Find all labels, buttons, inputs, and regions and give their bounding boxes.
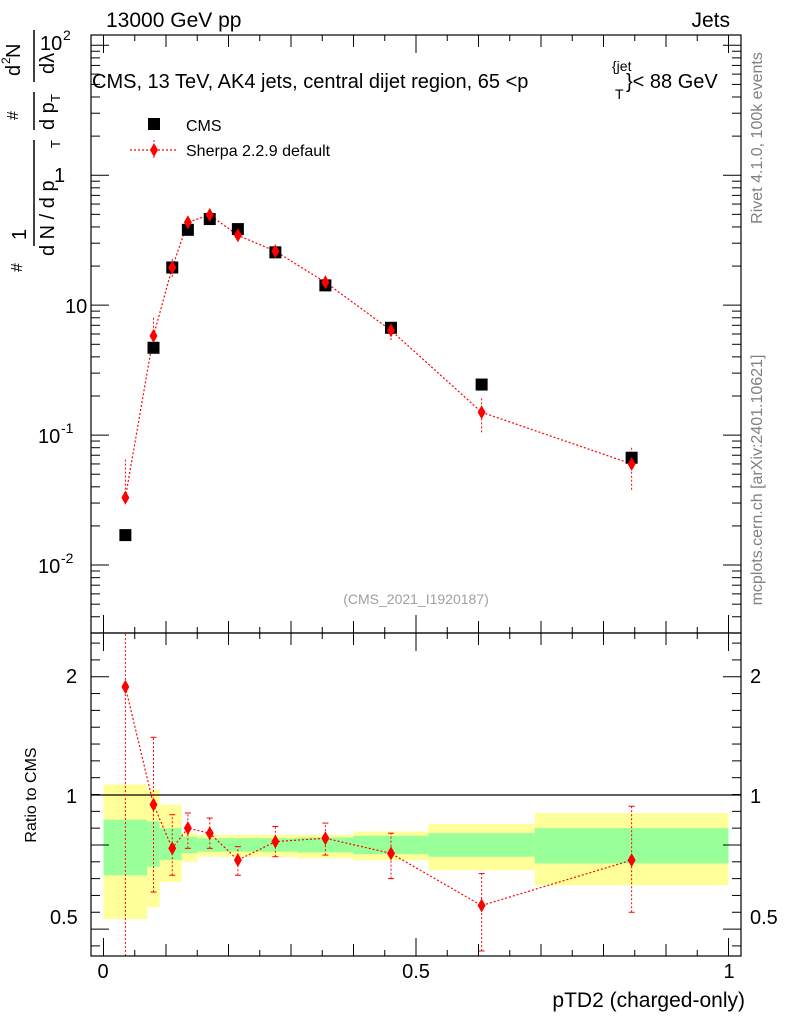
sherpa-point — [271, 244, 280, 259]
sherpa-point — [387, 323, 395, 338]
sherpa-point — [168, 260, 177, 275]
ylabel-dN: d N / d p — [37, 180, 59, 256]
title-sup: {jet — [612, 58, 632, 74]
legend: CMS Sherpa 2.2.9 default — [130, 118, 331, 160]
ratio-sherpa-point — [271, 834, 280, 849]
main-title: CMS, 13 TeV, AK4 jets, central dijet reg… — [92, 58, 718, 102]
ratio-sherpa-point — [121, 679, 130, 694]
ratio-sherpa-point — [168, 841, 177, 856]
rivet-label: Rivet 4.1.0, 100k events — [749, 52, 766, 224]
title-sub: T — [615, 86, 624, 102]
cms-point — [147, 341, 160, 354]
ratio-sherpa-point — [627, 853, 636, 868]
legend-cms-marker — [148, 118, 160, 130]
ytick-exp-0p1: -1 — [61, 420, 74, 436]
ylabel-one: 1 — [9, 229, 31, 240]
ratio-sherpa-point — [149, 797, 158, 812]
ratio-ytick-labels: 0.5 1 2 0.5 1 2 — [50, 666, 778, 929]
ylabel-d2N-d: d — [3, 65, 25, 76]
ylabel-N: N — [3, 44, 25, 58]
ratio-sherpa-point — [387, 846, 395, 861]
cms-point — [119, 529, 132, 542]
ratio-ytick-0p5-right: 0.5 — [750, 907, 778, 929]
ratio-ytick-1-right: 1 — [750, 786, 761, 808]
ylabel-dpt: d p — [37, 102, 59, 130]
ratio-sherpa-point — [477, 898, 486, 913]
ylabel-hash1: # — [9, 263, 26, 272]
xtick-label-0p5: 0.5 — [402, 961, 430, 983]
ylabel-T1: T — [48, 140, 63, 148]
ratio-frame — [90, 632, 742, 957]
legend-sherpa-marker — [150, 143, 158, 157]
ratio-ytick-1-left: 1 — [66, 786, 77, 808]
cms-point — [181, 223, 194, 236]
sherpa-point — [205, 207, 214, 222]
ytick-label-0p01: 10 — [38, 556, 60, 578]
xtick-label-0: 0 — [97, 961, 108, 983]
ratio-band-green — [181, 836, 198, 854]
sherpa-point — [149, 328, 158, 343]
sherpa-point — [627, 456, 636, 471]
sherpa-point — [233, 228, 242, 243]
main-panel: 10 2 1 10 10 -1 10 -2 # 1 d N / d p T # … — [0, 27, 742, 634]
main-ylabel: # 1 d N / d p T # d p T # d 2 N dλ — [0, 30, 63, 272]
ratio-ytick-0p5-left: 0.5 — [50, 907, 78, 929]
mcplots-label: mcplots.cern.ch [arXiv:2401.10621] — [749, 355, 766, 606]
main-ticks — [91, 35, 741, 634]
ratio-ytick-2-right: 2 — [750, 666, 761, 688]
header-left: 13000 GeV pp — [106, 9, 241, 32]
ylabel-dlam: dλ — [37, 53, 59, 74]
ylabel-hash2: # — [5, 111, 22, 120]
title-text: CMS, 13 TeV, AK4 jets, central dijet reg… — [92, 71, 528, 93]
ratio-sherpa-point — [205, 826, 214, 841]
ytick-label-1: 10 — [65, 296, 87, 318]
ratio-band-green — [147, 821, 160, 867]
title-end: }< 88 GeV — [626, 71, 718, 93]
sherpa-point — [121, 490, 130, 505]
main-series — [119, 207, 638, 542]
legend-sherpa-label: Sherpa 2.2.9 default — [186, 143, 331, 160]
ratio-ticks — [91, 633, 741, 956]
ratio-sherpa-point — [183, 821, 192, 836]
main-ytick-labels: 10 2 1 10 10 -1 10 -2 — [38, 27, 87, 578]
ratio-panel: 0.5 1 2 0.5 1 2 Ratio to CMS 0 0.5 1 pTD… — [23, 632, 778, 1012]
ratio-sherpa-point — [233, 853, 242, 868]
cms-point — [475, 378, 488, 391]
ratio-band-green — [197, 838, 223, 852]
ylabel-two: 2 — [0, 57, 13, 64]
ratio-band-green — [222, 838, 254, 852]
x-axis-label: pTD2 (charged-only) — [552, 989, 745, 1012]
ratio-ylabel: Ratio to CMS — [23, 747, 40, 842]
ytick-exp-0p01: -2 — [61, 550, 74, 566]
ylabel-T2: T — [48, 94, 63, 102]
header-right: Jets — [691, 9, 730, 32]
ylabel-hash3: # — [0, 74, 3, 82]
ytick-label-10: 1 — [54, 165, 65, 187]
ytick-exp-100: 2 — [63, 27, 71, 43]
ratio-band-green — [428, 833, 535, 857]
xtick-labels: 0 0.5 1 — [97, 961, 734, 983]
ratio-sherpa-point — [321, 831, 330, 846]
ytick-label-0p1: 10 — [38, 426, 60, 448]
sherpa-point — [183, 215, 192, 230]
ratio-ytick-2-left: 2 — [66, 666, 77, 688]
ratio-sherpa-line — [124, 686, 632, 907]
ratio-series — [121, 632, 636, 957]
xtick-label-1: 1 — [723, 961, 734, 983]
sherpa-point — [321, 275, 330, 290]
ytick-label-100: 10 — [40, 33, 62, 55]
sherpa-point — [477, 405, 486, 420]
analysis-watermark: (CMS_2021_I1920187) — [343, 591, 489, 607]
legend-cms-label: CMS — [186, 118, 222, 135]
